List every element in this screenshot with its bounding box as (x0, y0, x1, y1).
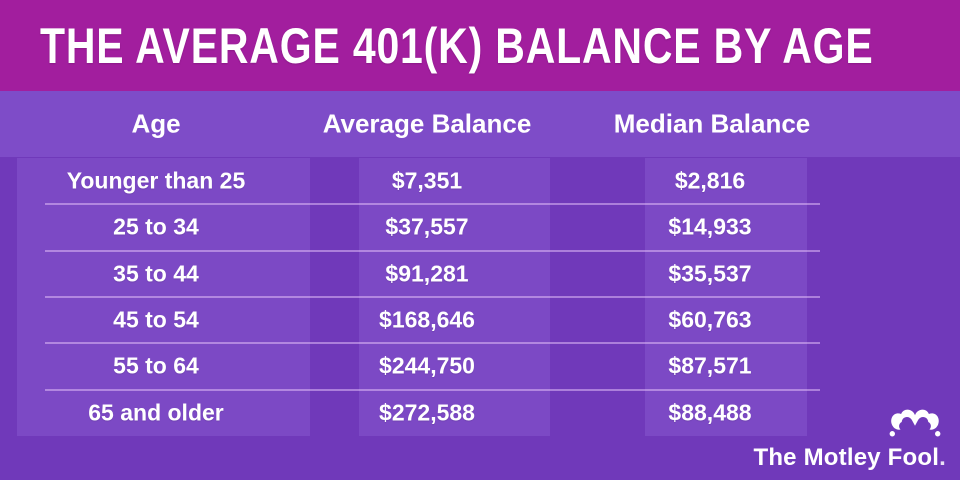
average-balance-cell: $7,351 (391, 167, 463, 194)
age-cell: 35 to 44 (113, 260, 199, 287)
age-cell: 55 to 64 (113, 352, 199, 379)
median-balance-cell: $14,933 (668, 213, 752, 240)
title-bar: THE AVERAGE 401(K) BALANCE BY AGE (0, 0, 960, 91)
table-row: Younger than 25 $7,351 $2,816 (0, 158, 960, 204)
average-balance-cell: $244,750 (379, 352, 475, 379)
table-row: 55 to 64 $244,750 $87,571 (0, 342, 960, 389)
page-title: THE AVERAGE 401(K) BALANCE BY AGE (40, 17, 874, 74)
logo-period: . (939, 444, 946, 471)
table-row: 25 to 34 $37,557 $14,933 (0, 203, 960, 250)
column-header-median: Median Balance (613, 108, 811, 139)
table-header-row: Age Average Balance Median Balance (0, 91, 960, 157)
age-cell: 65 and older (88, 399, 224, 426)
age-cell: Younger than 25 (66, 167, 246, 194)
logo-text: The Motley Fool. (753, 444, 946, 472)
median-balance-cell: $87,571 (668, 352, 752, 379)
table-row: 35 to 44 $91,281 $35,537 (0, 249, 960, 297)
logo-wordmark: The Motley Fool (753, 444, 940, 471)
column-header-age: Age (131, 108, 181, 139)
table-rows: Younger than 25 $7,351 $2,816 25 to 34 $37,5… (0, 158, 960, 436)
average-balance-cell: $168,646 (379, 306, 475, 333)
median-balance-cell: $2,816 (674, 167, 746, 194)
table-row: 45 to 54 $168,646 $60,763 (0, 295, 960, 343)
table-row: 65 and older $272,588 $88,488 (0, 388, 960, 436)
column-header-average: Average Balance (322, 108, 532, 139)
average-balance-cell: $272,588 (379, 399, 475, 426)
age-cell: 45 to 54 (113, 306, 199, 333)
average-balance-cell: $91,281 (385, 260, 469, 287)
median-balance-cell: $88,488 (668, 399, 752, 426)
median-balance-cell: $60,763 (668, 306, 752, 333)
jester-hat-icon (889, 409, 941, 437)
average-balance-cell: $37,557 (385, 213, 469, 240)
median-balance-cell: $35,537 (668, 260, 752, 287)
age-cell: 25 to 34 (113, 213, 199, 240)
motley-fool-logo: The Motley Fool. (753, 406, 946, 472)
